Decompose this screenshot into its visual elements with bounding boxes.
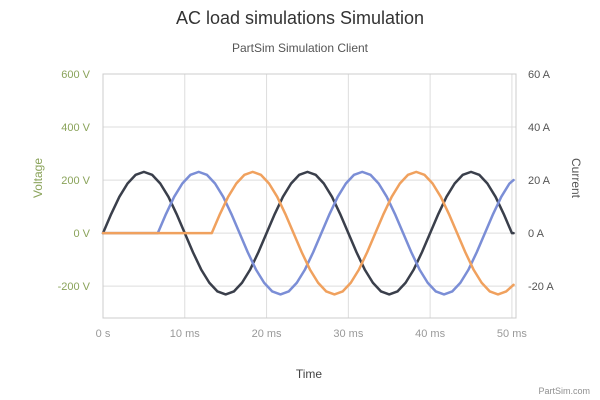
plot-area — [102, 73, 517, 319]
x-tick-label: 40 ms — [415, 328, 445, 340]
y-right-tick-label: 40 A — [528, 122, 551, 134]
x-tick-label: 50 ms — [497, 328, 527, 340]
y-left-tick-label: 400 V — [61, 122, 90, 134]
credit-link[interactable]: PartSim.com — [538, 386, 590, 396]
y-right-tick-label: 60 A — [528, 69, 551, 81]
x-axis-title: Time — [296, 367, 323, 381]
tick-labels: 0 s 10 ms 20 ms 30 ms 40 ms 50 ms 600 V 400 V 20… — [58, 69, 555, 340]
x-tick-label: 30 ms — [333, 328, 363, 340]
series-lines — [101, 170, 515, 296]
x-tick-label: 10 ms — [170, 328, 200, 340]
x-tick-label: 0 s — [96, 328, 111, 340]
y-left-tick-label: -200 V — [58, 281, 91, 293]
y-axis-title-right: Current — [569, 158, 583, 199]
y-left-tick-label: 0 V — [73, 228, 90, 240]
y-left-tick-label: 600 V — [61, 69, 90, 81]
series-line-2 — [101, 170, 515, 296]
y-right-tick-label: 20 A — [528, 175, 551, 187]
y-right-tick-label: -20 A — [528, 281, 554, 293]
y-axis-title-left: Voltage — [31, 158, 45, 198]
series-line-1 — [101, 170, 515, 296]
chart-subtitle: PartSim Simulation Client — [232, 41, 369, 55]
x-tick-label: 20 ms — [252, 328, 282, 340]
grid-lines — [102, 73, 516, 318]
y-left-tick-label: 200 V — [61, 175, 90, 187]
series-line-3 — [101, 170, 515, 296]
y-right-tick-label: 0 A — [528, 228, 545, 240]
chart-title: AC load simulations Simulation — [176, 8, 424, 28]
